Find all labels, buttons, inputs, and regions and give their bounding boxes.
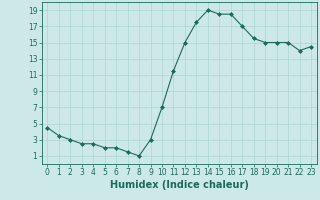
- X-axis label: Humidex (Indice chaleur): Humidex (Indice chaleur): [110, 180, 249, 190]
